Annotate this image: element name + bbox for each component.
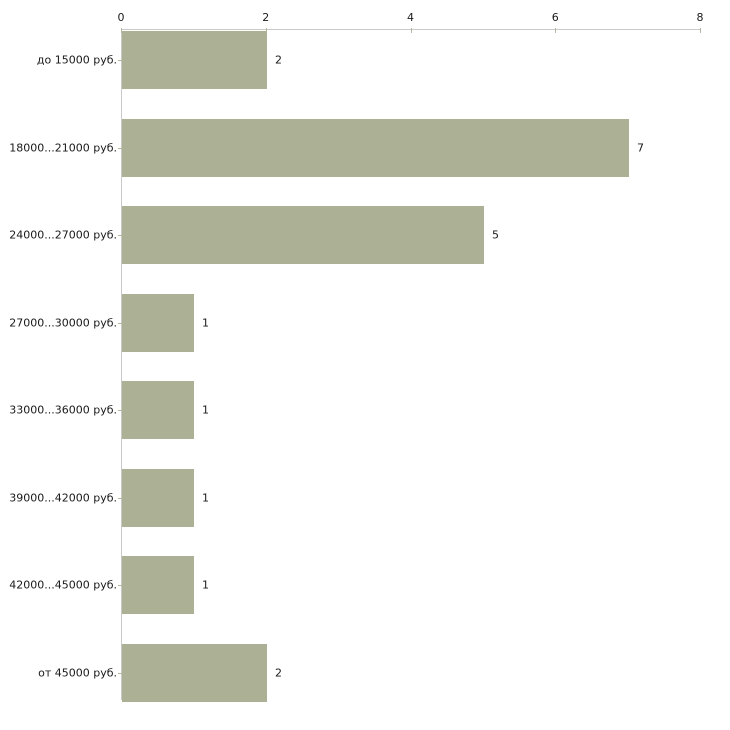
x-axis-tick-mark xyxy=(555,28,557,33)
bar xyxy=(122,556,194,614)
category-label: 24000...27000 руб. xyxy=(9,228,117,242)
bar-row: 42000...45000 руб. 1 xyxy=(0,554,730,642)
category-label: 27000...30000 руб. xyxy=(9,316,117,329)
y-axis-tick-mark xyxy=(118,235,122,236)
bar-value-label: 7 xyxy=(637,141,644,154)
x-axis-tick-label: 6 xyxy=(551,11,559,24)
x-axis-tick-mark xyxy=(700,28,701,33)
category-label: 42000...45000 руб. xyxy=(9,578,117,592)
bar xyxy=(122,468,194,527)
bar-row: 27000...30000 руб. 1 xyxy=(0,292,730,380)
y-axis-tick-mark xyxy=(118,672,122,674)
bar xyxy=(122,381,194,439)
category-label: 39000...42000 руб. xyxy=(9,491,117,504)
category-label: от 45000 руб. xyxy=(38,666,117,679)
bar xyxy=(122,643,267,702)
bar-value-label: 2 xyxy=(275,53,282,67)
bar-row: 33000...36000 руб. 1 xyxy=(0,379,730,467)
x-axis-tick-label: 0 xyxy=(117,11,125,24)
bar-row: до 15000 руб. 2 xyxy=(0,29,730,117)
bar-value-label: 2 xyxy=(275,666,282,679)
x-axis-tick-label: 8 xyxy=(696,11,704,24)
x-axis-tick-mark xyxy=(265,28,267,33)
y-axis-line xyxy=(121,29,122,700)
x-axis-tick-mark xyxy=(121,28,122,33)
bar-value-label: 1 xyxy=(202,491,209,504)
y-axis-tick-mark xyxy=(118,60,122,61)
bar-row: 18000...21000 руб. 7 xyxy=(0,117,730,205)
x-axis-tick-label: 4 xyxy=(407,11,414,24)
bar xyxy=(122,206,484,264)
x-axis-tick-label: 2 xyxy=(262,11,270,24)
x-axis-tick-mark xyxy=(410,28,412,33)
y-axis-tick-mark xyxy=(118,585,122,586)
bar-value-label: 1 xyxy=(202,403,209,417)
bar xyxy=(122,293,194,352)
y-axis-tick-mark xyxy=(118,410,122,411)
bar-row: от 45000 руб. 2 xyxy=(0,642,730,730)
bar-row: 24000...27000 руб. 5 xyxy=(0,204,730,292)
y-axis-tick-mark xyxy=(118,497,122,499)
category-label: 33000...36000 руб. xyxy=(9,403,117,417)
bar xyxy=(122,118,629,177)
y-axis-tick-mark xyxy=(118,147,122,149)
category-label: 18000...21000 руб. xyxy=(9,141,117,154)
y-axis-tick-mark xyxy=(118,322,122,324)
bar-value-label: 1 xyxy=(202,578,209,592)
bar xyxy=(122,31,267,89)
bar-value-label: 1 xyxy=(202,316,209,329)
category-label: до 15000 руб. xyxy=(36,53,117,67)
bar-value-label: 5 xyxy=(492,228,499,242)
bar-row: 39000...42000 руб. 1 xyxy=(0,467,730,555)
